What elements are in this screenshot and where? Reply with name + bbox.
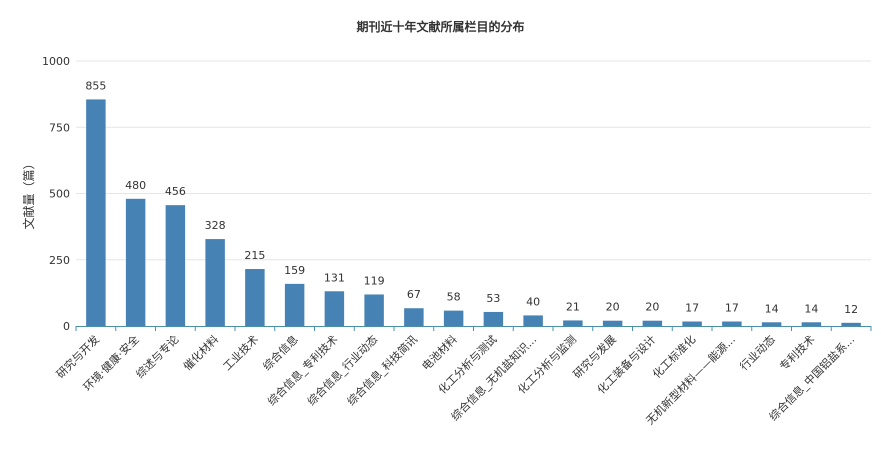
x-tick-label: 综述与专论 (133, 332, 182, 381)
x-tick-label: 综合信息_专利技术 (264, 332, 340, 408)
bar[interactable] (642, 320, 663, 326)
data-label: 20 (606, 301, 620, 314)
data-label: 456 (165, 185, 186, 198)
bar[interactable] (841, 322, 861, 326)
bar[interactable] (404, 308, 424, 326)
data-label: 67 (407, 288, 421, 301)
bar[interactable] (761, 322, 782, 326)
bar[interactable] (86, 99, 106, 326)
y-tick-label: 250 (49, 254, 70, 267)
data-label: 58 (447, 291, 461, 304)
bar[interactable] (801, 322, 822, 326)
bar[interactable] (324, 291, 345, 326)
grid-lines (76, 60, 871, 261)
y-tick-label: 0 (63, 320, 70, 333)
data-label: 14 (804, 302, 818, 315)
y-axis-title: 文献量（篇） (21, 157, 36, 229)
data-label: 328 (205, 219, 226, 232)
x-tick-label: 工业技术 (221, 333, 261, 373)
data-label: 20 (645, 301, 659, 314)
x-tick-label: 催化材料 (180, 332, 221, 373)
bar[interactable] (284, 283, 305, 326)
data-label: 21 (566, 300, 580, 313)
bar[interactable] (483, 311, 504, 326)
bar[interactable] (602, 320, 623, 326)
data-label: 17 (685, 301, 699, 314)
x-tick-label: 专利技术 (776, 332, 817, 373)
bar[interactable] (165, 205, 186, 326)
bar[interactable] (523, 315, 543, 326)
data-label: 40 (526, 295, 540, 308)
data-label: 12 (844, 303, 858, 316)
x-tick-label: 行业动态 (737, 333, 777, 373)
bar[interactable] (205, 239, 225, 326)
bar[interactable] (722, 321, 742, 326)
data-label: 131 (324, 271, 345, 284)
bars (86, 99, 861, 326)
x-tick-label: 电池材料 (419, 332, 460, 373)
data-label: 14 (765, 302, 779, 315)
bar[interactable] (443, 310, 464, 326)
data-labels: 855 480 456 328 215 159 131 119 67 58 53 40 21 20 20 17… (85, 79, 858, 315)
y-tick-label: 1000 (42, 55, 70, 68)
data-label: 855 (85, 79, 106, 92)
bar[interactable] (125, 198, 146, 326)
x-tick-label: 综合信息_科技简讯 (344, 332, 420, 408)
data-label: 159 (284, 264, 305, 277)
x-tick-label: 综合信息 (260, 332, 301, 373)
data-label: 17 (725, 301, 739, 314)
bar[interactable] (682, 321, 702, 326)
axes (75, 326, 872, 331)
data-label: 119 (364, 274, 385, 287)
data-label: 480 (125, 179, 146, 192)
y-tick-label: 750 (49, 121, 70, 134)
y-tick-label: 500 (49, 188, 70, 201)
x-tick-label: 综合信息_行业动态 (304, 332, 380, 408)
y-tick-labels: 0 250 500 750 1000 (42, 55, 70, 333)
bar[interactable] (245, 269, 265, 326)
data-label: 53 (486, 292, 500, 305)
data-label: 215 (244, 249, 265, 262)
chart-title: 期刊近十年文献所属栏目的分布 (356, 20, 525, 34)
bar[interactable] (364, 294, 384, 326)
bar[interactable] (563, 320, 583, 326)
